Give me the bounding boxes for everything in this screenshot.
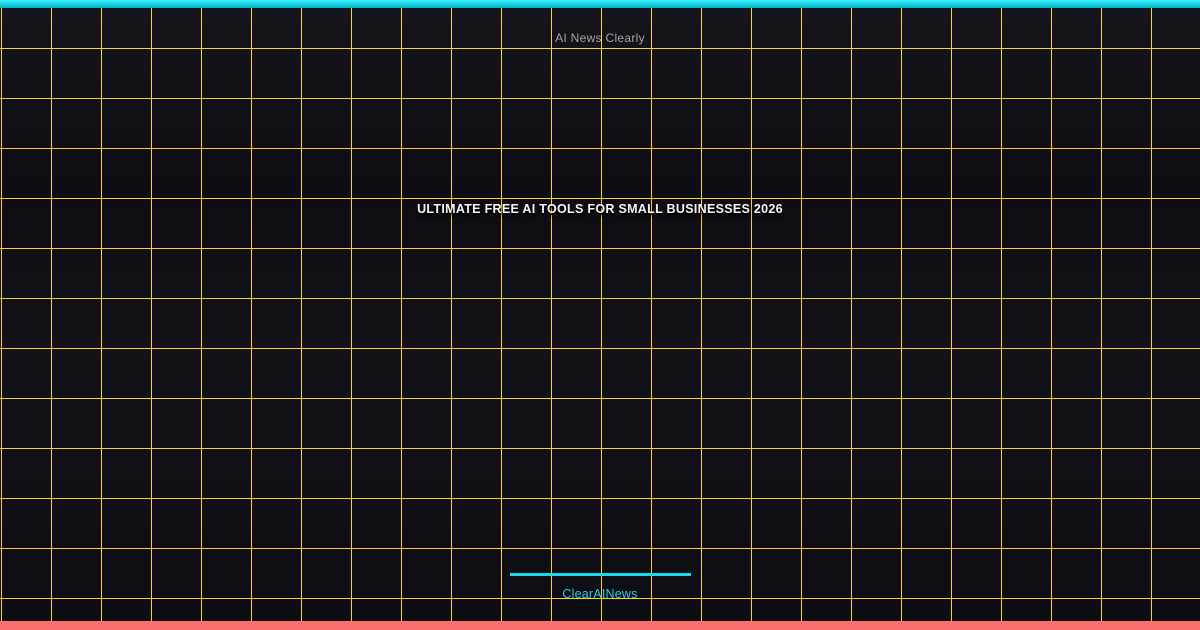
bottom-accent-bar — [0, 621, 1200, 630]
brand-name-label: ClearAINews — [562, 587, 638, 601]
divider-line — [510, 573, 691, 576]
site-name-label: AI News Clearly — [555, 31, 645, 45]
top-accent-bar — [0, 0, 1200, 8]
card-title: ULTIMATE FREE AI TOOLS FOR SMALL BUSINES… — [417, 202, 783, 216]
